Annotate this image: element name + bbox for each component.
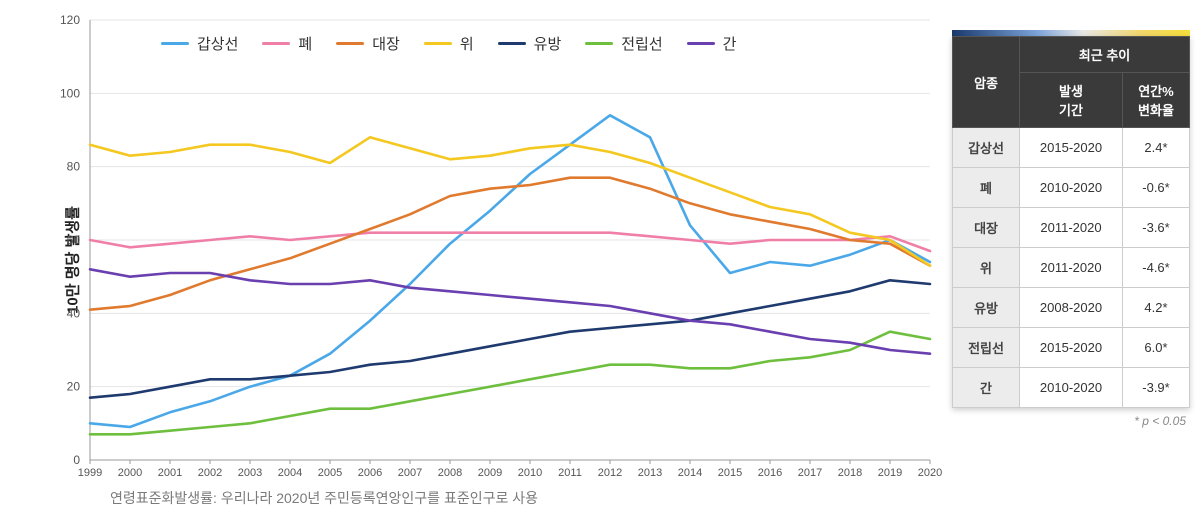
chart-caption: 연령표준화발생률: 우리나라 2020년 주민등록연앙인구를 표준인구로 사용 bbox=[110, 488, 538, 508]
svg-text:2009: 2009 bbox=[478, 467, 502, 479]
cell-label: 간 bbox=[953, 368, 1020, 408]
cell-apc: -3.6* bbox=[1123, 208, 1190, 248]
legend-swatch bbox=[161, 42, 189, 45]
cell-apc: 6.0* bbox=[1123, 328, 1190, 368]
svg-text:2006: 2006 bbox=[358, 467, 382, 479]
svg-text:2013: 2013 bbox=[638, 467, 662, 479]
cell-apc: -0.6* bbox=[1123, 168, 1190, 208]
svg-text:2008: 2008 bbox=[438, 467, 462, 479]
legend-swatch bbox=[498, 42, 526, 45]
cell-apc: 2.4* bbox=[1123, 128, 1190, 168]
legend: 갑상선 폐 대장 위 유방 전립선 간 bbox=[150, 28, 902, 59]
svg-text:2001: 2001 bbox=[158, 467, 182, 479]
svg-text:2003: 2003 bbox=[238, 467, 262, 479]
svg-text:2020: 2020 bbox=[918, 467, 942, 479]
legend-item: 전립선 bbox=[585, 33, 662, 54]
svg-text:2018: 2018 bbox=[838, 467, 862, 479]
line-chart-svg: 0 20 40 60 80 100 120 1999 2000 2001 2002 2003 2004 2… bbox=[10, 10, 950, 480]
legend-swatch bbox=[687, 42, 715, 45]
legend-swatch bbox=[424, 42, 452, 45]
cell-apc: -3.9* bbox=[1123, 368, 1190, 408]
cell-label: 폐 bbox=[953, 168, 1020, 208]
table-row: 위2011-2020-4.6* bbox=[953, 248, 1190, 288]
table-row: 대장2011-2020-3.6* bbox=[953, 208, 1190, 248]
svg-text:2000: 2000 bbox=[118, 467, 142, 479]
figure-container: 10만 명당 발생률 02040608010012019992000200120… bbox=[0, 0, 1200, 525]
svg-text:20: 20 bbox=[67, 380, 81, 394]
legend-item: 유방 bbox=[498, 33, 562, 54]
legend-swatch bbox=[262, 42, 290, 45]
svg-text:2007: 2007 bbox=[398, 467, 422, 479]
svg-text:2016: 2016 bbox=[758, 467, 782, 479]
table-row: 전립선2015-20206.0* bbox=[953, 328, 1190, 368]
cell-period: 2008-2020 bbox=[1020, 288, 1123, 328]
table-row: 갑상선2015-20202.4* bbox=[953, 128, 1190, 168]
cell-period: 2011-2020 bbox=[1020, 248, 1123, 288]
cell-label: 위 bbox=[953, 248, 1020, 288]
legend-label: 대장 bbox=[372, 33, 400, 54]
svg-text:2002: 2002 bbox=[198, 467, 222, 479]
svg-text:2005: 2005 bbox=[318, 467, 342, 479]
svg-text:2014: 2014 bbox=[678, 467, 702, 479]
svg-text:2019: 2019 bbox=[878, 467, 902, 479]
svg-text:100: 100 bbox=[60, 86, 80, 100]
legend-swatch bbox=[336, 42, 364, 45]
col-cancer-type: 암종 bbox=[953, 37, 1020, 128]
svg-text:80: 80 bbox=[67, 160, 81, 174]
svg-text:120: 120 bbox=[60, 13, 80, 27]
table-row: 간2010-2020-3.9* bbox=[953, 368, 1190, 408]
cell-period: 2015-2020 bbox=[1020, 328, 1123, 368]
legend-label: 갑상선 bbox=[197, 33, 238, 54]
cell-period: 2015-2020 bbox=[1020, 128, 1123, 168]
svg-text:2017: 2017 bbox=[798, 467, 822, 479]
legend-item: 간 bbox=[687, 33, 737, 54]
col-period: 발생 기간 bbox=[1020, 73, 1123, 128]
svg-text:1999: 1999 bbox=[78, 467, 102, 479]
legend-label: 전립선 bbox=[621, 33, 662, 54]
table-footnote: * p < 0.05 bbox=[952, 408, 1190, 428]
svg-text:40: 40 bbox=[67, 306, 81, 320]
legend-label: 유방 bbox=[534, 33, 562, 54]
cell-label: 전립선 bbox=[953, 328, 1020, 368]
svg-text:60: 60 bbox=[67, 233, 81, 247]
col-apc: 연간% 변화율 bbox=[1123, 73, 1190, 128]
svg-text:2012: 2012 bbox=[598, 467, 622, 479]
trend-table-area: 암종 최근 추이 발생 기간 연간% 변화율 갑상선2015-20202.4*폐… bbox=[952, 10, 1190, 525]
cell-label: 갑상선 bbox=[953, 128, 1020, 168]
cell-apc: 4.2* bbox=[1123, 288, 1190, 328]
cell-apc: -4.6* bbox=[1123, 248, 1190, 288]
cell-label: 대장 bbox=[953, 208, 1020, 248]
table-row: 유방2008-20204.2* bbox=[953, 288, 1190, 328]
trend-table: 암종 최근 추이 발생 기간 연간% 변화율 갑상선2015-20202.4*폐… bbox=[952, 36, 1190, 408]
cell-period: 2010-2020 bbox=[1020, 168, 1123, 208]
trend-table-body: 갑상선2015-20202.4*폐2010-2020-0.6*대장2011-20… bbox=[953, 128, 1190, 408]
svg-text:2010: 2010 bbox=[518, 467, 542, 479]
table-row: 폐2010-2020-0.6* bbox=[953, 168, 1190, 208]
legend-label: 폐 bbox=[298, 33, 312, 54]
legend-swatch bbox=[585, 42, 613, 45]
legend-item: 폐 bbox=[262, 33, 312, 54]
legend-item: 대장 bbox=[336, 33, 400, 54]
legend-item: 갑상선 bbox=[161, 33, 238, 54]
cell-label: 유방 bbox=[953, 288, 1020, 328]
legend-item: 위 bbox=[424, 33, 474, 54]
svg-text:2015: 2015 bbox=[718, 467, 742, 479]
legend-label: 위 bbox=[460, 33, 474, 54]
cell-period: 2010-2020 bbox=[1020, 368, 1123, 408]
svg-text:2011: 2011 bbox=[558, 467, 582, 479]
col-group-recent-trend: 최근 추이 bbox=[1020, 37, 1190, 73]
svg-text:0: 0 bbox=[73, 453, 80, 467]
legend-label: 간 bbox=[723, 33, 737, 54]
cell-period: 2011-2020 bbox=[1020, 208, 1123, 248]
svg-text:2004: 2004 bbox=[278, 467, 302, 479]
chart-area: 10만 명당 발생률 02040608010012019992000200120… bbox=[10, 10, 942, 510]
